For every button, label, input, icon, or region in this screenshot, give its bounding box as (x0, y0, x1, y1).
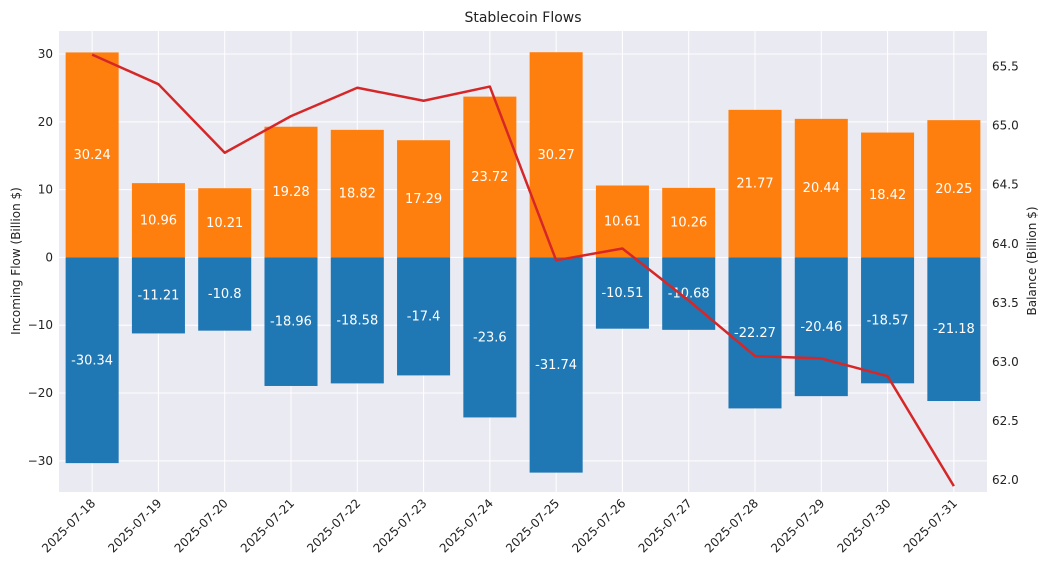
x-tick-label: 2025-07-20 (172, 496, 231, 555)
outgoing-value-label: -10.51 (601, 286, 643, 301)
outgoing-value-label: -17.4 (407, 309, 441, 324)
bars (65, 52, 981, 473)
y-tick-label: 20 (38, 115, 53, 129)
x-tick-label: 2025-07-25 (503, 496, 562, 555)
outgoing-bar (397, 257, 451, 376)
outgoing-value-label: -20.46 (800, 320, 842, 335)
x-tick-label: 2025-07-28 (702, 496, 761, 555)
balance-line (91, 53, 955, 487)
x-tick-label: 2025-07-18 (39, 496, 98, 555)
outgoing-value-label: -23.6 (473, 330, 507, 345)
incoming-bar (927, 120, 981, 258)
outgoing-bar (529, 257, 583, 473)
x-tick-label: 2025-07-23 (370, 496, 429, 555)
outgoing-value-label: -30.34 (71, 353, 113, 368)
y-axis-label: Incoming Flow (Billion $) (9, 187, 23, 335)
incoming-bar (198, 188, 252, 258)
bar-labels: 30.24 10.96 10.21 19.28 18.82 17.29 23.72 30.27… (71, 148, 975, 373)
incoming-value-label: 10.96 (140, 213, 177, 228)
chart-title: Stablecoin Flows (464, 10, 581, 26)
incoming-value-label: 23.72 (471, 170, 508, 185)
y2-tick-label: 63.5 (992, 296, 1019, 310)
incoming-bar (794, 118, 848, 258)
y2-tick-label: 62.0 (992, 473, 1019, 487)
incoming-bar (463, 96, 517, 258)
x-tick-label: 2025-07-30 (834, 496, 893, 555)
outgoing-bar (861, 257, 915, 384)
incoming-value-label: 10.26 (670, 216, 707, 231)
incoming-bar (131, 183, 185, 258)
outgoing-bar (330, 257, 384, 384)
outgoing-value-label: -31.74 (535, 358, 577, 373)
incoming-value-label: 21.77 (736, 177, 773, 192)
outgoing-bar (65, 257, 119, 464)
y2-axis-label: Balance (Billion $) (1025, 206, 1039, 315)
outgoing-bar (595, 257, 649, 329)
incoming-bar (595, 185, 649, 258)
incoming-value-label: 18.42 (869, 188, 906, 203)
y-tick-label: −30 (28, 454, 53, 468)
incoming-value-label: 10.21 (206, 216, 243, 231)
y-tick-label: −20 (28, 386, 53, 400)
outgoing-bar (662, 257, 716, 330)
incoming-bar (397, 140, 451, 258)
incoming-bar (728, 109, 782, 258)
incoming-value-label: 30.27 (538, 148, 575, 163)
y2-tick-label: 65.5 (992, 59, 1019, 73)
incoming-value-label: 10.61 (604, 214, 641, 229)
incoming-bar (264, 126, 318, 258)
incoming-bar (330, 129, 384, 258)
outgoing-bar (131, 257, 185, 334)
y2-tick-label: 62.5 (992, 414, 1019, 428)
incoming-bar (529, 52, 583, 258)
incoming-value-label: 18.82 (339, 187, 376, 202)
y-tick-label: 10 (38, 183, 53, 197)
x-tick-label: 2025-07-29 (768, 496, 827, 555)
y-tick-label: 30 (38, 47, 53, 61)
incoming-value-label: 20.25 (935, 182, 972, 197)
incoming-bar (861, 132, 915, 258)
outgoing-bar (198, 257, 252, 331)
outgoing-value-label: -22.27 (734, 326, 776, 341)
outgoing-bar (728, 257, 782, 409)
x-tick-label: 2025-07-22 (304, 496, 363, 555)
y2-tick-label: 63.0 (992, 355, 1019, 369)
outgoing-value-label: -10.8 (208, 287, 242, 302)
x-tick-label: 2025-07-27 (636, 496, 695, 555)
y-tick-label: −10 (28, 318, 53, 332)
outgoing-value-label: -18.58 (336, 313, 378, 328)
x-tick-label: 2025-07-31 (901, 496, 960, 555)
y2-tick-label: 64.0 (992, 237, 1019, 251)
outgoing-value-label: -21.18 (933, 322, 975, 337)
outgoing-bar (463, 257, 517, 418)
y-tick-label: 0 (45, 250, 53, 264)
x-tick-label: 2025-07-24 (437, 496, 496, 555)
outgoing-bar (794, 257, 848, 397)
incoming-value-label: 20.44 (803, 181, 840, 196)
incoming-value-label: 19.28 (272, 185, 309, 200)
y2-tick-label: 64.5 (992, 178, 1019, 192)
balance-line-path (91, 53, 955, 487)
outgoing-bar (264, 257, 318, 386)
incoming-bar (662, 187, 716, 258)
outgoing-value-label: -10.68 (668, 287, 710, 302)
x-tick-label: 2025-07-21 (238, 496, 297, 555)
outgoing-bar (927, 257, 981, 402)
outgoing-value-label: -11.21 (137, 288, 179, 303)
x-tick-label: 2025-07-26 (569, 496, 628, 555)
outgoing-value-label: -18.57 (867, 313, 909, 328)
y2-tick-label: 65.0 (992, 119, 1019, 133)
incoming-bar (65, 52, 119, 258)
incoming-value-label: 30.24 (74, 148, 111, 163)
outgoing-value-label: -18.96 (270, 315, 312, 330)
x-tick-label: 2025-07-19 (105, 496, 164, 555)
incoming-value-label: 17.29 (405, 192, 442, 207)
